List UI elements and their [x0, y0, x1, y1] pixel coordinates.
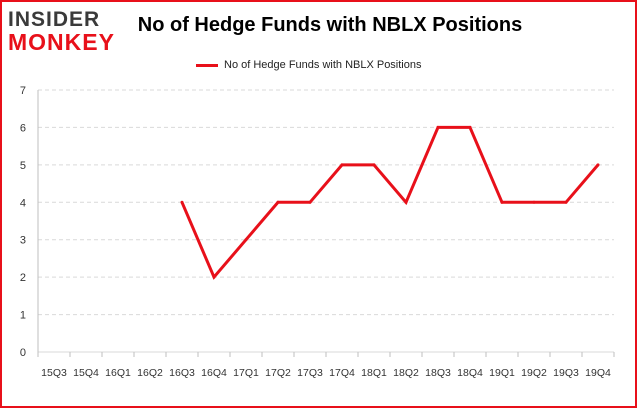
x-tick-label: 16Q2 [137, 367, 163, 379]
data-point [404, 200, 408, 204]
x-tick-label: 17Q4 [329, 367, 355, 379]
data-point [276, 200, 280, 204]
chart-title: No of Hedge Funds with NBLX Positions [137, 14, 523, 36]
insider-monkey-logo: INSIDER MONKEY [8, 8, 115, 54]
x-tick-label: 17Q1 [233, 367, 259, 379]
y-tick-label: 3 [20, 235, 26, 247]
x-tick-label: 19Q3 [553, 367, 579, 379]
data-point [372, 163, 376, 167]
x-tick-label: 17Q3 [297, 367, 323, 379]
y-tick-label: 0 [20, 347, 26, 359]
data-point [180, 200, 184, 204]
y-tick-label: 5 [20, 160, 26, 172]
y-tick-label: 1 [20, 310, 26, 322]
x-tick-label: 15Q4 [73, 367, 99, 379]
legend-line-swatch [196, 63, 218, 67]
x-tick-label: 19Q4 [585, 367, 611, 379]
logo-line-bottom: MONKEY [8, 29, 115, 54]
data-point [244, 238, 248, 242]
data-point [436, 125, 440, 129]
chart-legend: No of Hedge Funds with NBLX Positions [196, 56, 422, 74]
data-point [212, 275, 216, 279]
x-tick-label: 16Q3 [169, 367, 195, 379]
y-tick-label: 6 [20, 122, 26, 134]
x-tick-label: 16Q1 [105, 367, 131, 379]
data-point [340, 163, 344, 167]
data-point [596, 163, 600, 167]
logo-line-top: INSIDER [8, 8, 100, 31]
legend-label: No of Hedge Funds with NBLX Positions [224, 59, 422, 71]
data-point [564, 200, 568, 204]
x-tick-label: 18Q2 [393, 367, 419, 379]
x-tick-label: 17Q2 [265, 367, 291, 379]
x-tick-label: 19Q1 [489, 367, 515, 379]
x-tick-label: 18Q4 [457, 367, 483, 379]
y-tick-label: 2 [20, 272, 26, 284]
y-tick-label: 7 [20, 85, 26, 97]
x-tick-label: 15Q3 [41, 367, 67, 379]
data-point [468, 125, 472, 129]
data-point [500, 200, 504, 204]
y-tick-label: 4 [20, 197, 26, 209]
data-point [308, 200, 312, 204]
x-tick-label: 18Q1 [361, 367, 387, 379]
x-tick-label: 19Q2 [521, 367, 547, 379]
x-tick-label: 18Q3 [425, 367, 451, 379]
x-tick-label: 16Q4 [201, 367, 227, 379]
series-line [180, 125, 600, 280]
data-point [532, 200, 536, 204]
